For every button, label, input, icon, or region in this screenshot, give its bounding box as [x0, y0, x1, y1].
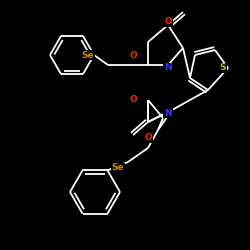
- Text: O: O: [144, 134, 152, 142]
- Text: Se: Se: [82, 50, 94, 59]
- Text: N: N: [164, 64, 172, 72]
- Text: Se: Se: [112, 164, 124, 172]
- Text: O: O: [129, 50, 137, 59]
- Text: O: O: [164, 18, 172, 26]
- Text: O: O: [129, 96, 137, 104]
- Text: S: S: [220, 64, 226, 72]
- Text: N: N: [164, 108, 172, 118]
